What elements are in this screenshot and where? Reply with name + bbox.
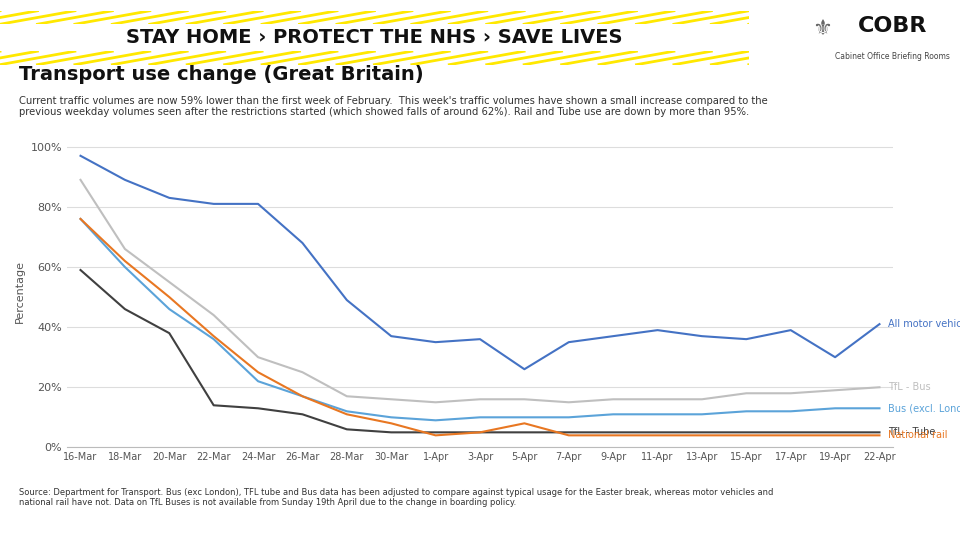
Text: Source: Department for Transport. Bus (exc London), TFL tube and Bus data has be: Source: Department for Transport. Bus (e…: [19, 488, 774, 507]
Text: COBR: COBR: [858, 16, 927, 37]
Text: National rail: National rail: [888, 430, 948, 440]
Text: Bus (excl. London): Bus (excl. London): [888, 403, 960, 413]
Text: STAY HOME › PROTECT THE NHS › SAVE LIVES: STAY HOME › PROTECT THE NHS › SAVE LIVES: [126, 28, 623, 47]
Text: TfL - Bus: TfL - Bus: [888, 382, 931, 392]
Text: All motor vehicles: All motor vehicles: [888, 319, 960, 329]
Text: Transport use change (Great Britain): Transport use change (Great Britain): [19, 65, 423, 84]
Text: Cabinet Office Briefing Rooms: Cabinet Office Briefing Rooms: [835, 52, 950, 61]
Y-axis label: Percentage: Percentage: [15, 260, 25, 322]
Text: Current traffic volumes are now 59% lower than the first week of February.  This: Current traffic volumes are now 59% lowe…: [19, 96, 768, 118]
Text: ⚜: ⚜: [812, 19, 831, 39]
Text: TfL - Tube: TfL - Tube: [888, 427, 936, 437]
